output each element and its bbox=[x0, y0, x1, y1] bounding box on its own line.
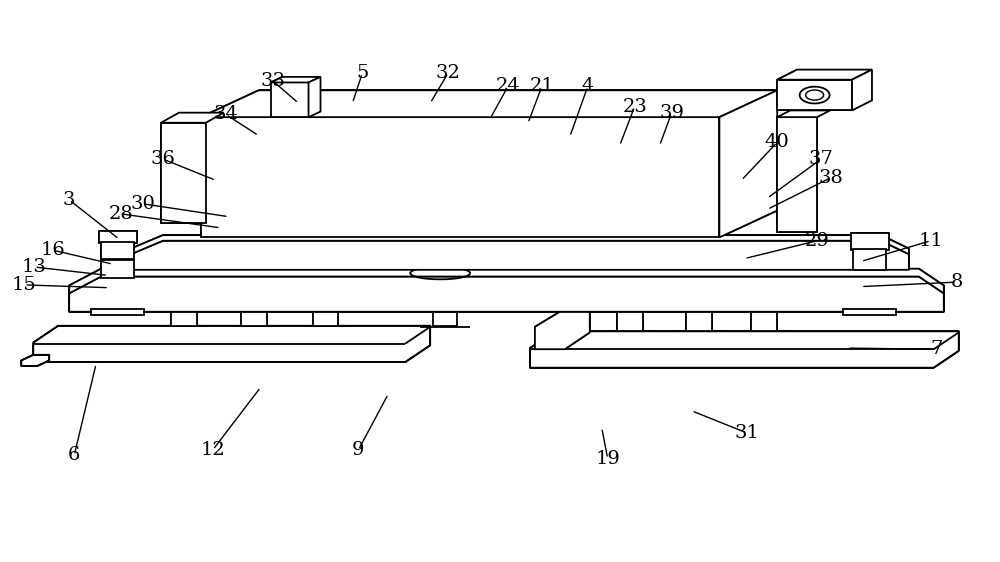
Polygon shape bbox=[161, 123, 206, 224]
Text: 11: 11 bbox=[918, 232, 943, 250]
Polygon shape bbox=[853, 248, 886, 270]
Text: 28: 28 bbox=[109, 205, 133, 223]
Polygon shape bbox=[21, 355, 49, 366]
Text: 29: 29 bbox=[805, 232, 830, 250]
Polygon shape bbox=[751, 312, 777, 332]
Polygon shape bbox=[69, 269, 944, 293]
Polygon shape bbox=[617, 312, 643, 332]
Polygon shape bbox=[777, 70, 872, 80]
Polygon shape bbox=[241, 312, 267, 326]
Polygon shape bbox=[852, 70, 872, 111]
Polygon shape bbox=[271, 83, 309, 117]
Text: 8: 8 bbox=[951, 273, 963, 291]
Text: 16: 16 bbox=[41, 241, 66, 259]
Polygon shape bbox=[777, 80, 852, 111]
Text: 3: 3 bbox=[63, 191, 75, 209]
Polygon shape bbox=[271, 77, 320, 83]
Polygon shape bbox=[686, 312, 712, 332]
Text: 4: 4 bbox=[582, 78, 594, 96]
Text: 38: 38 bbox=[819, 169, 844, 187]
Polygon shape bbox=[101, 242, 134, 259]
Text: 39: 39 bbox=[659, 104, 684, 122]
Polygon shape bbox=[101, 260, 134, 278]
Text: 5: 5 bbox=[356, 64, 369, 82]
Polygon shape bbox=[851, 233, 889, 250]
Polygon shape bbox=[201, 90, 777, 117]
Text: 12: 12 bbox=[200, 441, 225, 459]
Polygon shape bbox=[91, 309, 144, 315]
Text: 21: 21 bbox=[530, 78, 554, 96]
Polygon shape bbox=[131, 241, 909, 270]
Polygon shape bbox=[201, 117, 719, 237]
Polygon shape bbox=[161, 112, 224, 123]
Polygon shape bbox=[69, 277, 944, 312]
Text: 36: 36 bbox=[151, 150, 175, 168]
Polygon shape bbox=[535, 312, 590, 349]
Polygon shape bbox=[777, 117, 817, 232]
Text: 32: 32 bbox=[436, 64, 461, 82]
Polygon shape bbox=[719, 90, 777, 237]
Polygon shape bbox=[777, 111, 830, 117]
Text: 33: 33 bbox=[260, 72, 285, 90]
Polygon shape bbox=[131, 235, 909, 254]
Polygon shape bbox=[313, 312, 338, 326]
Polygon shape bbox=[309, 77, 320, 117]
Text: 24: 24 bbox=[496, 78, 520, 96]
Polygon shape bbox=[99, 230, 137, 243]
Text: 40: 40 bbox=[765, 133, 790, 151]
Text: 15: 15 bbox=[12, 276, 37, 294]
Text: 13: 13 bbox=[22, 258, 47, 276]
Text: 23: 23 bbox=[622, 98, 647, 116]
Text: 31: 31 bbox=[735, 424, 760, 442]
Polygon shape bbox=[33, 326, 430, 362]
Text: 34: 34 bbox=[213, 105, 238, 123]
Polygon shape bbox=[530, 332, 959, 368]
Text: 6: 6 bbox=[68, 446, 80, 464]
Polygon shape bbox=[171, 312, 197, 326]
Text: 37: 37 bbox=[809, 150, 834, 168]
Text: 9: 9 bbox=[352, 441, 365, 459]
Text: 19: 19 bbox=[595, 450, 620, 468]
Text: 7: 7 bbox=[931, 340, 943, 358]
Text: 30: 30 bbox=[131, 195, 155, 213]
Polygon shape bbox=[843, 309, 896, 315]
